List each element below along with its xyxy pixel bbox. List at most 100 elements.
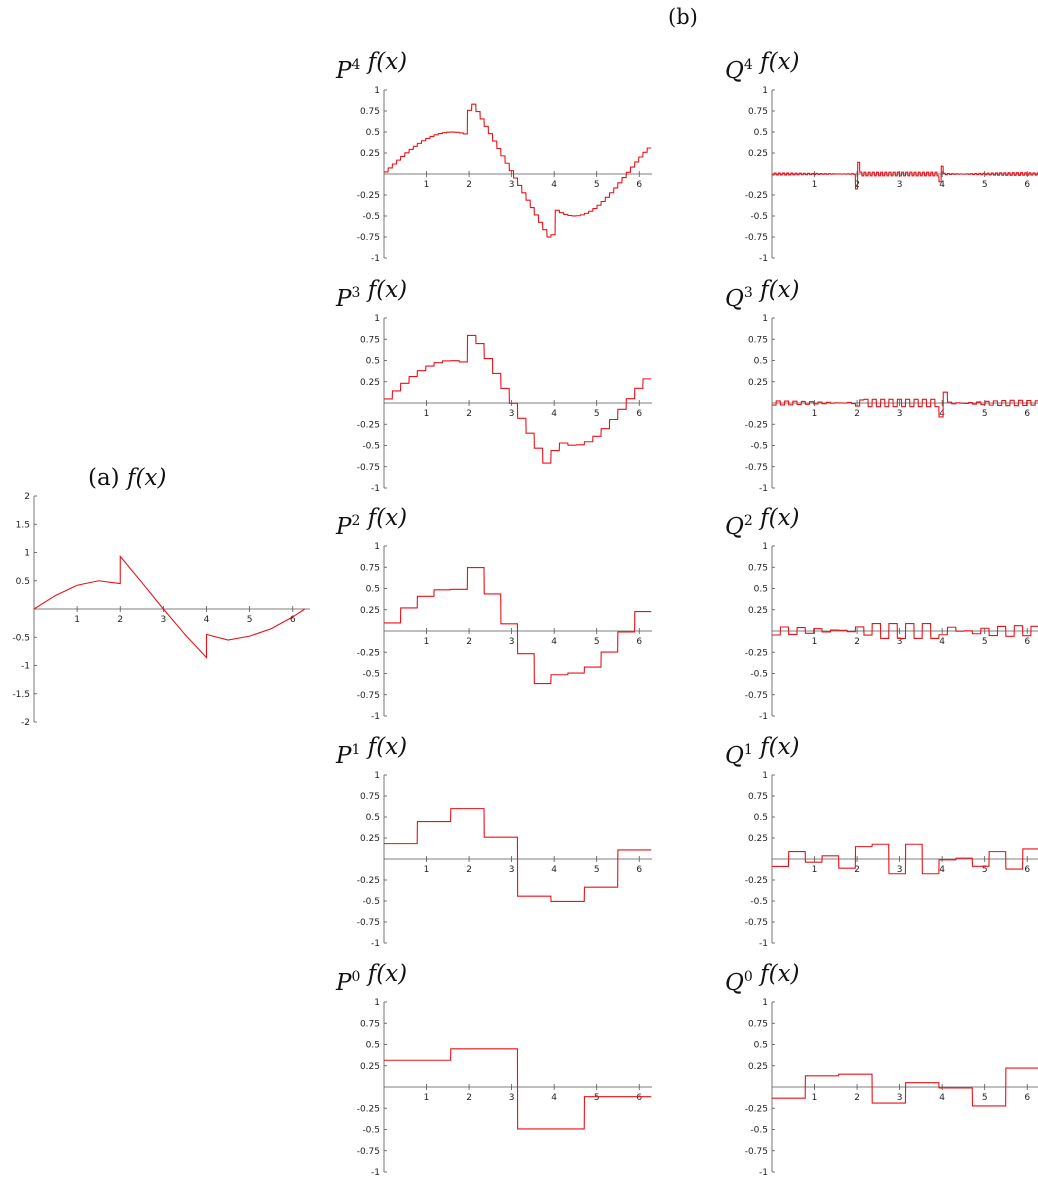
y-tick-label-0.5: 0.5 [754, 357, 768, 367]
y-tick-label-0.5: 0.5 [754, 1041, 768, 1051]
y-tick-label--1.5: -1.5 [12, 690, 30, 700]
title-letter: P [335, 514, 352, 540]
y-tick-label-1: 1 [762, 771, 768, 781]
y-tick-label--0.75: -0.75 [745, 918, 768, 928]
x-tick-label-5: 5 [594, 180, 600, 190]
y-tick-label-1: 1 [762, 542, 768, 552]
y-tick-label-0.25: 0.25 [360, 149, 380, 159]
y-tick-label-0.75: 0.75 [748, 335, 768, 345]
panel-P2: P2 f(x)1 2 3 4 5 610.750.50.25-0.25-0.5-0.75-… [335, 505, 652, 722]
y-tick-label--0.25: -0.25 [745, 648, 768, 658]
panel-Q0: Q0 f(x) 1 2 3 4 5 6 1 0.75 0.5 0.25 -0.25 -0.5 -0.75 -… [725, 961, 1038, 1178]
title-letter: P [335, 58, 352, 84]
y-tick-label--0.5: -0.5 [750, 212, 768, 222]
title-func: f(x) [753, 961, 800, 987]
x-tick-label-3: 3 [161, 615, 167, 625]
x-tick-label-5: 5 [982, 865, 988, 875]
y-tick-label-1.5: 1.5 [16, 520, 30, 530]
title-func: f(x) [360, 49, 407, 75]
x-tick-label-2: 2 [854, 409, 860, 419]
y-tick-label-0.25: 0.25 [748, 834, 768, 844]
y-tick-label-0.25: 0.25 [360, 1062, 380, 1072]
title-letter: P [335, 286, 352, 312]
x-tick-label-6: 6 [636, 1093, 642, 1103]
x-tick-label-2: 2 [466, 1093, 472, 1103]
y-tick-label-0.75: 0.75 [748, 107, 768, 117]
y-tick-label-1: 1 [374, 771, 380, 781]
panel-Q1: Q1 f(x)1 2 3 4 5 610.750.50.25-0.25-0.5-0.75-… [725, 734, 1038, 949]
title-letter: P [335, 970, 352, 996]
y-tick-label--0.25: -0.25 [357, 420, 380, 430]
y-tick-label--1: -1 [759, 1168, 768, 1178]
x-tick-label-3: 3 [509, 637, 515, 647]
figure-label-b: (b) [668, 5, 698, 29]
y-tick-label-0.5: 0.5 [754, 585, 768, 595]
y-tick-label--0.25: -0.25 [745, 420, 768, 430]
x-tick-label-4: 4 [551, 180, 557, 190]
series-line-f-0 [33, 554, 306, 659]
y-tick-label--0.25: -0.25 [745, 1104, 768, 1114]
x-tick-label-6: 6 [290, 615, 296, 625]
x-tick-label-6: 6 [636, 180, 642, 190]
y-tick-label-0.5: 0.5 [366, 813, 380, 823]
title-sup: 1 [744, 742, 753, 758]
y-tick-label--0.75: -0.75 [357, 1147, 380, 1157]
y-tick-label-0.75: 0.75 [748, 563, 768, 573]
panel-Q4: Q4 f(x)1 2 3 4 5 610.750.50.25-0.25-0.5-0.75-… [725, 49, 1038, 264]
y-tick-label-0.5: 0.5 [16, 577, 30, 587]
x-tick-label-1: 1 [812, 180, 818, 190]
y-tick-label--1: -1 [371, 484, 380, 494]
panel-title-f: (a) f(x) [88, 465, 166, 491]
x-tick-label-6: 6 [1024, 865, 1030, 875]
x-tick-label-4: 4 [551, 865, 557, 875]
x-tick-label-6: 6 [1024, 180, 1030, 190]
y-tick-label-0.75: 0.75 [748, 1019, 768, 1029]
title-sup: 1 [351, 742, 360, 758]
title-func: f(x) [753, 505, 800, 531]
panel-title-Q1: Q1 f(x) [725, 734, 800, 769]
x-tick-label-5: 5 [982, 637, 988, 647]
x-tick-label-2: 2 [117, 615, 123, 625]
y-tick-label--1: -1 [371, 712, 380, 722]
panel-f: (a) f(x) 1 2 3 4 5 6 2 1.5 1 0.5 -0.5 -1 -1.5 -2 [12, 465, 310, 728]
x-tick-label-1: 1 [424, 180, 430, 190]
series-line-Q2-0 [772, 622, 1038, 640]
title-letter: Q [725, 58, 744, 84]
x-tick-label-6: 6 [1024, 409, 1030, 419]
x-tick-label-3: 3 [897, 180, 903, 190]
x-tick-label-4: 4 [939, 1093, 945, 1103]
y-tick-label--0.5: -0.5 [750, 442, 768, 452]
x-tick-label-6: 6 [636, 409, 642, 419]
y-tick-label-1: 1 [24, 549, 30, 559]
panel-title-P3: P3 f(x) [335, 277, 407, 312]
y-tick-label--0.25: -0.25 [357, 876, 380, 886]
x-tick-label-1: 1 [812, 637, 818, 647]
y-tick-label--1: -1 [759, 939, 768, 949]
panel-title-P4: P4 f(x) [335, 49, 407, 84]
y-tick-label--0.75: -0.75 [745, 1147, 768, 1157]
y-tick-label--1: -1 [371, 939, 380, 949]
x-tick-label-1: 1 [812, 865, 818, 875]
y-tick-label--0.25: -0.25 [357, 1104, 380, 1114]
x-tick-label-1: 1 [424, 865, 430, 875]
y-tick-label--0.5: -0.5 [362, 897, 380, 907]
y-tick-label--0.25: -0.25 [745, 876, 768, 886]
title-letter: Q [725, 514, 744, 540]
y-tick-label--0.5: -0.5 [750, 1126, 768, 1136]
y-tick-label-1: 1 [374, 542, 380, 552]
x-tick-label-1: 1 [424, 1093, 430, 1103]
panel-title-P2: P2 f(x) [335, 505, 407, 540]
title-sup: 3 [351, 285, 360, 301]
y-tick-label-0.25: 0.25 [748, 149, 768, 159]
x-tick-label-5: 5 [982, 180, 988, 190]
x-tick-label-1: 1 [812, 1093, 818, 1103]
y-tick-label--0.75: -0.75 [357, 691, 380, 701]
series-line-Q3-0 [772, 391, 1038, 418]
x-tick-label-2: 2 [854, 1093, 860, 1103]
x-tick-label-1: 1 [74, 615, 80, 625]
y-tick-label--0.5: -0.5 [750, 897, 768, 907]
x-tick-label-3: 3 [897, 1093, 903, 1103]
title-func: f(x) [753, 49, 800, 75]
x-tick-label-2: 2 [466, 865, 472, 875]
